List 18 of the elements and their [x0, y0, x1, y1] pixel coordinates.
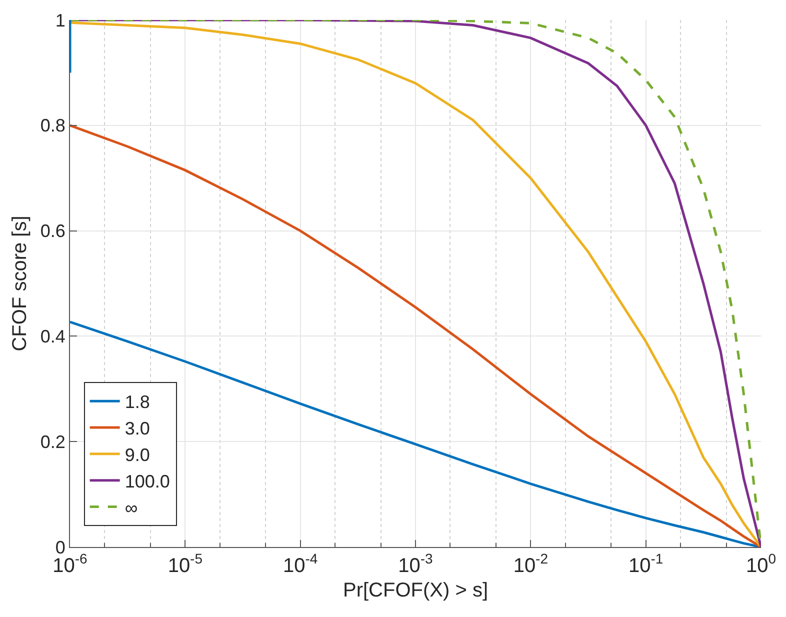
- y-axis-title: CFOF score [s]: [8, 216, 31, 352]
- y-tick-label: 0.2: [40, 432, 66, 452]
- y-tick-label: 1: [55, 10, 66, 30]
- x-tick-label: 10$^{-4}$: [282, 550, 318, 577]
- x-tick-label: 10$^{-1}$: [628, 550, 664, 577]
- x-tick-label: 10$^{0}$: [746, 550, 776, 577]
- legend-label: 1.8: [124, 392, 150, 412]
- x-tick-label: 10$^{-3}$: [398, 550, 434, 577]
- x-tick-label: 10$^{-2}$: [513, 550, 548, 577]
- legend-label: ∞: [124, 498, 138, 518]
- legend-label: 100.0: [124, 471, 170, 492]
- legend-label: 3.0: [124, 418, 150, 439]
- y-tick-label: 0.6: [40, 221, 66, 242]
- y-tick-label: 0.4: [40, 326, 66, 346]
- legend-label: 9.0: [124, 444, 150, 465]
- x-tick-label: 10$^{-5}$: [168, 550, 203, 577]
- x-axis-title: Pr[CFOF(X) > s]: [343, 580, 488, 602]
- y-tick-label: 0.8: [40, 116, 66, 136]
